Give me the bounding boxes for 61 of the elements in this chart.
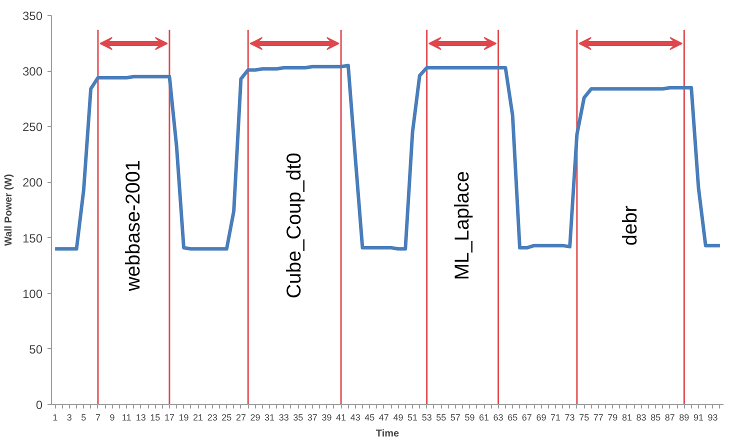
- y-tick-label: 350: [22, 9, 43, 23]
- x-axis-title: Time: [376, 428, 400, 440]
- x-tick-label: 35: [293, 412, 304, 422]
- x-tick-label: 59: [464, 412, 475, 422]
- y-tick-label: 150: [22, 231, 43, 246]
- x-tick-label: 25: [222, 412, 232, 422]
- x-tick-label: 85: [650, 412, 661, 422]
- x-tick-label: 69: [536, 412, 546, 422]
- x-tick-label: 5: [81, 412, 86, 422]
- x-tick-label: 63: [493, 412, 504, 422]
- x-tick-label: 17: [164, 412, 174, 422]
- x-tick-label: 93: [708, 412, 718, 422]
- x-tick-label: 81: [622, 412, 632, 422]
- x-tick-label: 45: [364, 412, 375, 422]
- x-tick-label: 23: [207, 412, 218, 422]
- x-tick-label: 33: [278, 412, 289, 422]
- y-tick-label: 100: [22, 286, 43, 301]
- x-tick-label: 43: [350, 412, 360, 422]
- x-tick-label: 77: [593, 412, 604, 422]
- x-tick-label: 83: [636, 412, 646, 422]
- x-tick-label: 67: [522, 412, 532, 422]
- x-tick-label: 79: [608, 412, 618, 422]
- x-tick-label: 87: [664, 412, 675, 422]
- x-tick-label: 91: [693, 412, 704, 422]
- x-tick-label: 51: [408, 412, 418, 422]
- x-tick-label: 41: [336, 412, 346, 422]
- x-tick-label: 37: [307, 412, 318, 422]
- x-tick-label: 9: [110, 412, 115, 422]
- annotation: Cube_Coup_dt0: [284, 152, 306, 298]
- x-tick-label: 71: [550, 412, 561, 422]
- x-tick-label: 55: [436, 412, 446, 422]
- x-tick-label: 29: [250, 412, 260, 422]
- x-tick-label: 11: [122, 412, 132, 422]
- annotation: debr: [620, 205, 642, 246]
- y-tick-label: 200: [22, 176, 43, 190]
- x-tick-label: 13: [136, 412, 146, 422]
- annotation: ML_Laplace: [452, 171, 474, 280]
- x-tick-label: 1: [52, 412, 58, 422]
- x-tick-label: 39: [322, 412, 332, 422]
- y-tick-label: 0: [36, 398, 43, 412]
- x-tick-label: 75: [579, 412, 590, 422]
- y-tick-label: 250: [22, 120, 43, 134]
- x-tick-label: 89: [679, 412, 690, 422]
- x-tick-label: 31: [264, 412, 275, 422]
- y-axis-title: Wall Power (W): [3, 174, 14, 246]
- x-tick-label: 7: [95, 412, 100, 422]
- x-tick-label: 15: [150, 412, 160, 422]
- x-tick-label: 53: [422, 412, 432, 422]
- x-tick-label: 3: [66, 412, 72, 422]
- x-tick-label: 49: [393, 412, 404, 422]
- x-tick-label: 61: [479, 412, 490, 422]
- annotation: webbase-2001: [122, 160, 145, 292]
- x-tick-label: 27: [236, 412, 246, 422]
- x-tick-label: 57: [450, 412, 460, 422]
- x-tick-label: 47: [378, 412, 389, 422]
- x-tick-label: 19: [178, 412, 189, 422]
- y-tick-label: 300: [22, 64, 43, 79]
- x-tick-label: 65: [508, 412, 518, 422]
- x-tick-label: 73: [564, 412, 575, 422]
- y-tick-label: 50: [29, 342, 43, 356]
- x-tick-label: 21: [193, 412, 204, 422]
